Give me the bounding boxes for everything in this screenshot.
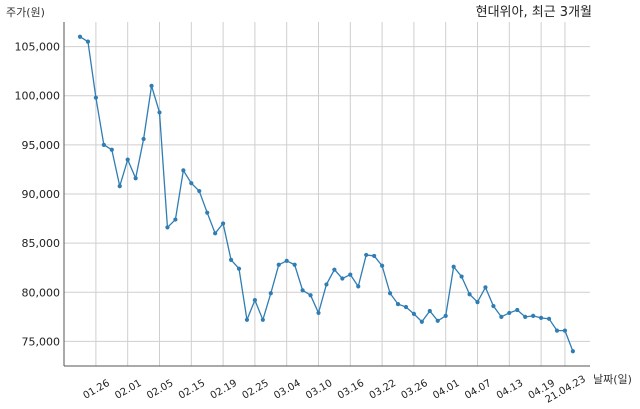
data-point [356,284,361,289]
x-tick-label: 03.16 [336,378,366,402]
data-point [340,276,345,281]
axis-layer: 75,000 80,000 85,000 90,000 95,000 100,000 105… [15,22,590,406]
x-tick-label: 02.05 [145,378,175,402]
data-point [332,267,337,272]
x-tick-label: 03.22 [368,378,398,402]
x-tick-label: 03.26 [399,378,429,402]
data-point [364,252,369,258]
data-point [213,231,218,236]
data-point [467,292,472,297]
data-point [149,83,154,88]
data-point [236,266,242,271]
data-point [570,349,576,354]
data-point [133,176,138,181]
x-tick-label: 02.19 [209,378,239,402]
data-point [483,285,488,290]
data-point [141,136,146,142]
data-point [189,181,194,186]
data-point [173,217,178,222]
data-point [244,317,250,322]
data-point [308,293,313,298]
x-tick-label: 03.10 [304,378,334,402]
data-point [395,301,401,307]
data-point [101,142,106,147]
data-point [348,272,353,277]
data-point [531,313,536,318]
data-point [562,328,568,333]
data-point [546,316,552,321]
data-point [197,188,202,194]
data-point [316,310,321,316]
data-point [443,313,448,318]
data-point [276,262,281,267]
data-point [515,307,520,313]
y-axis-title: 주가(원) [6,6,45,19]
x-tick-label: 04.01 [431,378,461,402]
y-tick-label: 100,000 [15,90,61,103]
data-point [77,34,83,39]
x-tick-label: 03.04 [272,378,302,402]
data-point [205,210,210,215]
data-point [85,39,91,44]
data-point [109,147,114,152]
data-point [554,328,560,333]
chart-title: 현대위아, 최근 3개월 [476,5,592,20]
data-point [157,110,162,115]
y-tick-label: 105,000 [15,41,61,54]
data-point [165,225,170,230]
data-point [507,310,512,316]
data-point [411,311,416,317]
data-point [491,303,496,309]
data-point [427,308,432,314]
data-point [380,263,385,268]
data-point [260,317,265,322]
data-point [539,315,544,320]
data-point [300,288,305,293]
data-point [324,282,329,287]
data-point [475,300,480,305]
x-tick-label: 02.01 [113,378,143,402]
data-point [435,318,440,323]
data-point [221,221,226,226]
grid-layer [64,22,590,366]
data-point [387,291,393,296]
x-tick-label: 04.07 [463,378,493,402]
y-tick-label: 85,000 [22,237,61,250]
data-point [284,258,289,263]
x-tick-label: 02.15 [177,378,207,402]
data-point [419,319,424,324]
data-point [125,157,130,162]
x-tick-label: 04.13 [495,378,525,402]
data-point [252,298,257,303]
data-point [459,274,464,279]
x-tick-label: 01.26 [81,378,111,402]
y-tick-label: 80,000 [22,286,61,299]
data-point [93,95,98,100]
data-point [292,262,297,267]
series-layer [77,34,576,354]
y-tick-label: 90,000 [22,188,61,201]
data-point [523,314,528,319]
data-point [181,168,186,173]
x-axis-title: 날짜(일) [593,372,632,386]
data-point [372,253,377,259]
y-tick-label: 75,000 [22,335,61,348]
data-point [403,304,409,310]
data-point [268,291,273,296]
x-tick-label: 02.25 [240,378,270,402]
data-point [117,184,122,189]
y-tick-label: 95,000 [22,139,61,152]
data-point [499,314,504,319]
data-point [451,264,456,269]
data-point [228,257,234,262]
